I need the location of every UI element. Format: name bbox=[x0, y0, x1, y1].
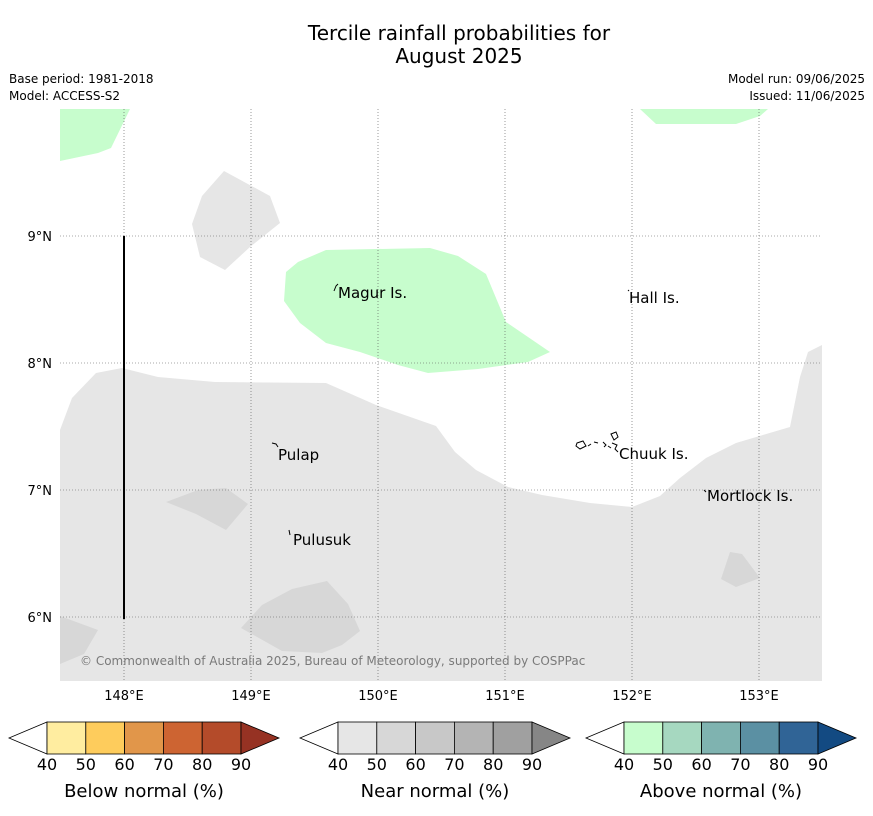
colorbar-title: Below normal (%) bbox=[64, 781, 224, 802]
colorbar-tick: 50 bbox=[75, 755, 96, 774]
above-normal-region-central bbox=[284, 248, 550, 373]
colorbar-extend-high bbox=[240, 721, 281, 755]
colorbar-extend-low bbox=[7, 721, 48, 755]
colorbar-tick: 60 bbox=[114, 755, 135, 774]
colorbar-tick: 40 bbox=[613, 755, 635, 774]
colorbar-segment bbox=[415, 721, 455, 755]
colorbar-tick: 40 bbox=[327, 755, 349, 774]
place-hall: Hall Is. bbox=[629, 289, 680, 307]
colorbar-segment bbox=[85, 721, 126, 755]
lon-label-148: 148°E bbox=[104, 689, 144, 704]
colorbar-segment bbox=[740, 721, 780, 755]
title-line2: August 2025 bbox=[395, 44, 523, 68]
lon-label-151: 151°E bbox=[485, 689, 525, 704]
colorbar-tick: 90 bbox=[807, 755, 829, 774]
colorbar-tick: 50 bbox=[366, 755, 387, 774]
lat-label-7n: 7°N bbox=[28, 484, 53, 499]
colorbar-segment bbox=[201, 721, 242, 755]
colorbar-segment bbox=[623, 721, 664, 755]
colorbar-tick: 50 bbox=[652, 755, 673, 774]
colorbar-title: Near normal (%) bbox=[360, 781, 510, 802]
colorbar-segment bbox=[162, 721, 203, 755]
lat-label-6n: 6°N bbox=[28, 611, 53, 626]
place-pulap: Pulap bbox=[278, 446, 319, 464]
near-normal-patch-3 bbox=[60, 616, 98, 664]
colorbar-tick: 70 bbox=[444, 755, 465, 774]
colorbar-tick: 40 bbox=[36, 755, 58, 774]
copyright-notice: © Commonwealth of Australia 2025, Bureau… bbox=[80, 654, 585, 668]
model-run: Model run: 09/06/2025 bbox=[727, 72, 865, 86]
above-normal-region-ne bbox=[640, 109, 768, 124]
meta-right: Model run: 09/06/2025 Issued: 11/06/2025 bbox=[728, 71, 865, 105]
colorbar-segment bbox=[492, 721, 533, 755]
colorbar-segment bbox=[662, 721, 702, 755]
colorbar-segment bbox=[124, 721, 164, 755]
map-title: Tercile rainfall probabilities for Augus… bbox=[0, 22, 873, 68]
near-normal-region-main bbox=[60, 345, 822, 681]
title-line1: Tercile rainfall probabilities for bbox=[307, 21, 611, 45]
model-name: Model: ACCESS-S2 bbox=[9, 89, 121, 103]
colorbar-tick: 80 bbox=[192, 755, 213, 774]
colorbar-extend-high bbox=[531, 721, 572, 755]
lon-label-153: 153°E bbox=[739, 689, 779, 704]
colorbar-tick: 60 bbox=[691, 755, 712, 774]
colorbar-tick: 70 bbox=[153, 755, 174, 774]
issued-date: Issued: 11/06/2025 bbox=[749, 89, 865, 103]
colorbar-segment bbox=[337, 721, 378, 755]
colorbar-segment bbox=[453, 721, 494, 755]
lon-label-149: 149°E bbox=[231, 689, 271, 704]
colorbar-segment bbox=[701, 721, 741, 755]
colorbars bbox=[7, 721, 858, 755]
colorbar-tick: 60 bbox=[405, 755, 426, 774]
place-magur: Magur Is. bbox=[338, 284, 407, 302]
graticule bbox=[60, 109, 822, 681]
colorbar-extend-low bbox=[584, 721, 625, 755]
base-period: Base period: 1981-2018 bbox=[9, 72, 154, 86]
near-normal-patch-4 bbox=[721, 552, 760, 587]
near-normal-region-north bbox=[192, 171, 280, 270]
colorbar-segment bbox=[46, 721, 87, 755]
near-normal-patch-1 bbox=[166, 488, 248, 530]
colorbar-tick: 80 bbox=[483, 755, 504, 774]
lon-label-150: 150°E bbox=[358, 689, 398, 704]
place-chuuk: Chuuk Is. bbox=[619, 445, 688, 463]
colorbar-title: Above normal (%) bbox=[639, 781, 803, 802]
colorbar-tick: 70 bbox=[730, 755, 751, 774]
map-area bbox=[60, 109, 822, 681]
lon-label-152: 152°E bbox=[612, 689, 652, 704]
meta-left: Base period: 1981-2018 Model: ACCESS-S2 bbox=[9, 71, 154, 105]
above-normal-region-nw bbox=[60, 109, 130, 161]
colorbar-segment bbox=[778, 721, 819, 755]
colorbar-extend-low bbox=[298, 721, 339, 755]
colorbar-tick: 80 bbox=[769, 755, 790, 774]
lat-label-9n: 9°N bbox=[28, 230, 53, 245]
colorbar-segment bbox=[376, 721, 416, 755]
colorbar-tick: 90 bbox=[230, 755, 252, 774]
lat-label-8n: 8°N bbox=[28, 357, 53, 372]
island-outlines bbox=[271, 283, 707, 536]
place-pulusuk: Pulusuk bbox=[293, 531, 351, 549]
place-mortlock: Mortlock Is. bbox=[707, 487, 793, 505]
colorbar-extend-high bbox=[817, 721, 858, 755]
colorbar-tick: 90 bbox=[521, 755, 543, 774]
